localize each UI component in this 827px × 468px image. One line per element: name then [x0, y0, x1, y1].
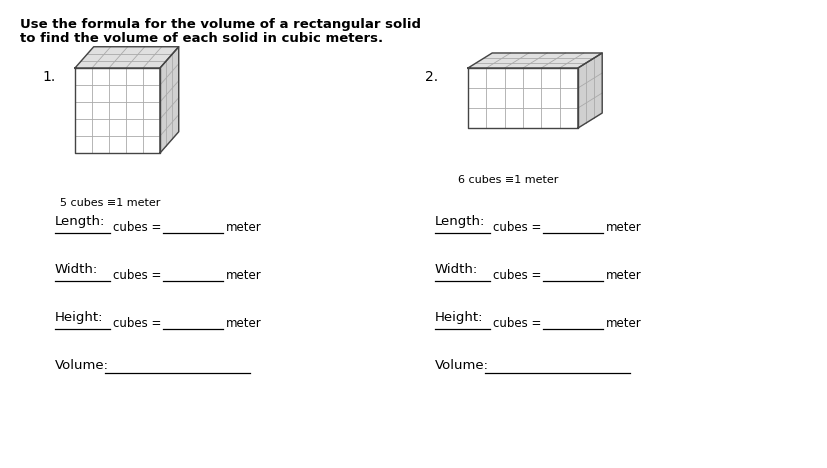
Text: cubes =: cubes =: [112, 317, 161, 330]
Polygon shape: [467, 53, 601, 68]
Text: cubes =: cubes =: [492, 317, 541, 330]
Text: Length:: Length:: [55, 215, 105, 228]
Text: meter: meter: [605, 221, 641, 234]
Text: Volume:: Volume:: [434, 359, 489, 372]
Text: Height:: Height:: [434, 311, 483, 324]
Text: 2.: 2.: [424, 70, 437, 84]
Polygon shape: [160, 47, 179, 153]
Polygon shape: [577, 53, 601, 128]
Text: Width:: Width:: [434, 263, 478, 276]
Text: Length:: Length:: [434, 215, 485, 228]
Text: meter: meter: [226, 269, 261, 282]
Text: meter: meter: [226, 221, 261, 234]
Text: cubes =: cubes =: [112, 221, 161, 234]
Polygon shape: [467, 68, 577, 128]
Text: Height:: Height:: [55, 311, 103, 324]
Text: cubes =: cubes =: [492, 221, 541, 234]
Text: meter: meter: [226, 317, 261, 330]
Text: cubes =: cubes =: [492, 269, 541, 282]
Text: cubes =: cubes =: [112, 269, 161, 282]
Text: meter: meter: [605, 269, 641, 282]
Text: 1.: 1.: [42, 70, 55, 84]
Text: meter: meter: [605, 317, 641, 330]
Text: to find the volume of each solid in cubic meters.: to find the volume of each solid in cubi…: [20, 32, 383, 45]
Text: Width:: Width:: [55, 263, 98, 276]
Text: 5 cubes ≡1 meter: 5 cubes ≡1 meter: [60, 198, 160, 208]
Text: Use the formula for the volume of a rectangular solid: Use the formula for the volume of a rect…: [20, 18, 420, 31]
Text: 6 cubes ≡1 meter: 6 cubes ≡1 meter: [457, 175, 557, 185]
Text: Volume:: Volume:: [55, 359, 109, 372]
Polygon shape: [75, 47, 179, 68]
Polygon shape: [75, 68, 160, 153]
